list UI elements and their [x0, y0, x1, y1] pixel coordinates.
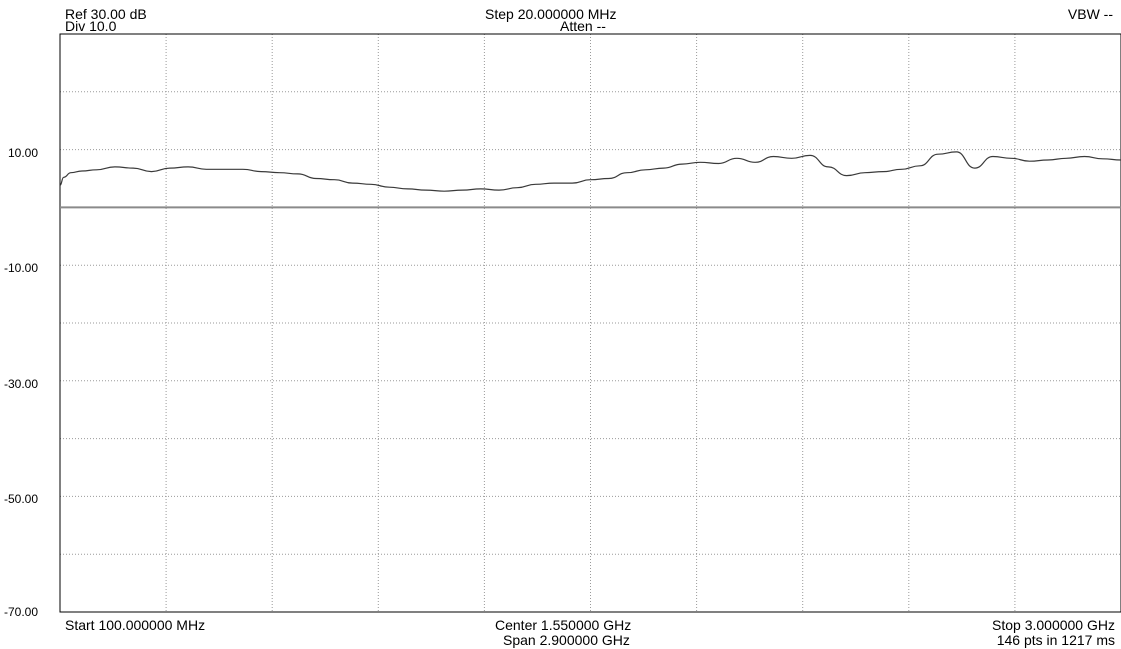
plot-frame	[59, 33, 1121, 613]
atten-label: Atten --	[560, 18, 606, 34]
center-frequency-label: Center 1.550000 GHz	[495, 617, 632, 633]
span-label: Span 2.900000 GHz	[503, 632, 630, 648]
y-tick-label-neg70: -70.00	[4, 605, 39, 619]
sweep-points-label: 146 pts in 1217 ms	[996, 632, 1115, 648]
grid	[60, 34, 1121, 612]
y-tick-label-10: 10.00	[8, 146, 39, 160]
y-tick-label-neg30: -30.00	[4, 377, 39, 391]
step-label: Step 20.000000 MHz	[485, 6, 617, 22]
div-scale-label: Div 10.0	[65, 18, 117, 34]
stop-frequency-label: Stop 3.000000 GHz	[992, 617, 1115, 633]
y-tick-label-neg50: -50.00	[4, 492, 39, 506]
vbw-label: VBW --	[1067, 6, 1113, 22]
y-tick-label-neg10: -10.00	[4, 261, 39, 275]
ref-level-label: Ref 30.00 dB	[65, 6, 147, 22]
start-frequency-label: Start 100.000000 MHz	[65, 617, 206, 633]
trace-line	[59, 151, 1121, 192]
